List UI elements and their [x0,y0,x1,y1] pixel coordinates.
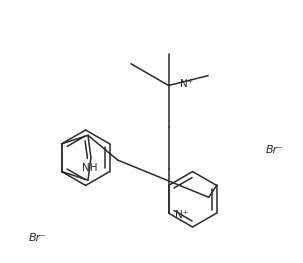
Text: N⁺: N⁺ [175,210,188,220]
Text: NH: NH [82,163,98,173]
Text: Br⁻: Br⁻ [28,233,46,243]
Text: N⁺: N⁺ [180,79,193,89]
Text: Br⁻: Br⁻ [265,145,284,155]
